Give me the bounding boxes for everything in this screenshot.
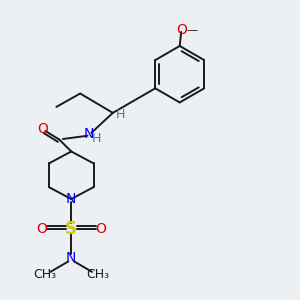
Text: S: S xyxy=(65,220,77,238)
Text: CH₃: CH₃ xyxy=(33,268,56,281)
Text: O: O xyxy=(38,122,48,136)
Text: O: O xyxy=(95,222,106,236)
Text: CH₃: CH₃ xyxy=(86,268,110,281)
Text: O: O xyxy=(176,22,187,37)
Text: N: N xyxy=(84,127,94,141)
Text: —: — xyxy=(187,25,198,34)
Text: O: O xyxy=(36,222,47,236)
Text: N: N xyxy=(66,251,76,266)
Text: H: H xyxy=(116,108,125,121)
Text: H: H xyxy=(92,132,101,145)
Text: N: N xyxy=(66,192,76,206)
